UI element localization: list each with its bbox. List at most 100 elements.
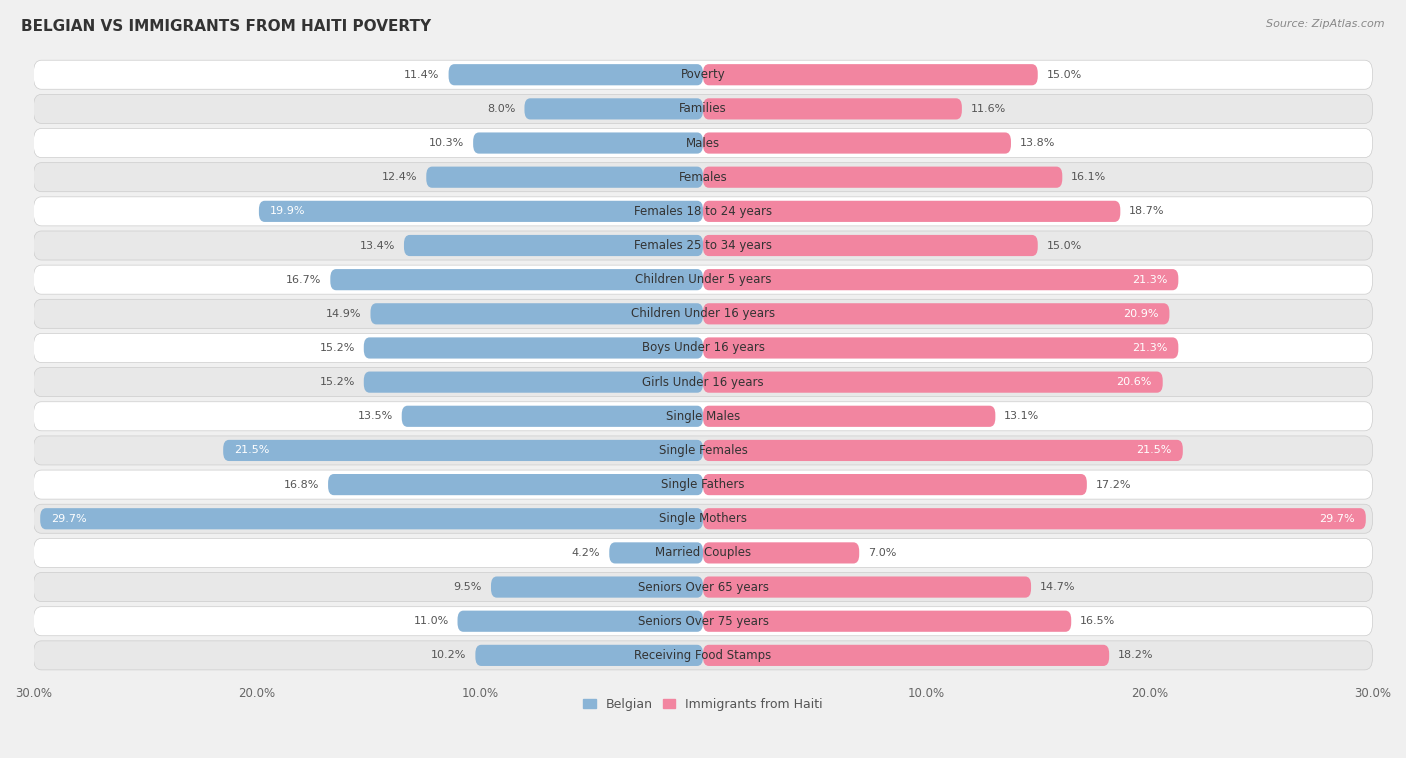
Text: 20.6%: 20.6%: [1116, 377, 1152, 387]
Text: Boys Under 16 years: Boys Under 16 years: [641, 341, 765, 355]
Text: 8.0%: 8.0%: [486, 104, 516, 114]
Text: Seniors Over 65 years: Seniors Over 65 years: [637, 581, 769, 594]
FancyBboxPatch shape: [34, 231, 1372, 260]
Text: Source: ZipAtlas.com: Source: ZipAtlas.com: [1267, 19, 1385, 29]
Text: 14.9%: 14.9%: [326, 309, 361, 319]
FancyBboxPatch shape: [703, 508, 1365, 529]
Text: 21.5%: 21.5%: [235, 446, 270, 456]
Text: 13.4%: 13.4%: [360, 240, 395, 250]
FancyBboxPatch shape: [259, 201, 703, 222]
Text: Married Couples: Married Couples: [655, 547, 751, 559]
Legend: Belgian, Immigrants from Haiti: Belgian, Immigrants from Haiti: [578, 693, 828, 716]
FancyBboxPatch shape: [34, 641, 1372, 670]
FancyBboxPatch shape: [34, 606, 1372, 636]
FancyBboxPatch shape: [703, 99, 962, 120]
Text: BELGIAN VS IMMIGRANTS FROM HAITI POVERTY: BELGIAN VS IMMIGRANTS FROM HAITI POVERTY: [21, 19, 432, 34]
Text: Single Males: Single Males: [666, 410, 740, 423]
FancyBboxPatch shape: [34, 504, 1372, 534]
FancyBboxPatch shape: [34, 368, 1372, 396]
FancyBboxPatch shape: [371, 303, 703, 324]
Text: Single Mothers: Single Mothers: [659, 512, 747, 525]
Text: 16.7%: 16.7%: [285, 274, 322, 285]
FancyBboxPatch shape: [703, 611, 1071, 632]
FancyBboxPatch shape: [34, 129, 1372, 158]
Text: Poverty: Poverty: [681, 68, 725, 81]
Text: 15.2%: 15.2%: [319, 343, 354, 353]
FancyBboxPatch shape: [34, 163, 1372, 192]
FancyBboxPatch shape: [703, 337, 1178, 359]
FancyBboxPatch shape: [364, 371, 703, 393]
Text: 18.2%: 18.2%: [1118, 650, 1153, 660]
Text: 10.2%: 10.2%: [432, 650, 467, 660]
FancyBboxPatch shape: [703, 542, 859, 563]
Text: 19.9%: 19.9%: [270, 206, 305, 216]
Text: 11.4%: 11.4%: [405, 70, 440, 80]
Text: Families: Families: [679, 102, 727, 115]
Text: 18.7%: 18.7%: [1129, 206, 1164, 216]
FancyBboxPatch shape: [703, 406, 995, 427]
FancyBboxPatch shape: [34, 197, 1372, 226]
Text: 12.4%: 12.4%: [382, 172, 418, 182]
FancyBboxPatch shape: [474, 133, 703, 154]
Text: 15.0%: 15.0%: [1046, 240, 1083, 250]
Text: 20.9%: 20.9%: [1123, 309, 1159, 319]
Text: 13.8%: 13.8%: [1019, 138, 1056, 148]
FancyBboxPatch shape: [703, 201, 1121, 222]
Text: 15.0%: 15.0%: [1046, 70, 1083, 80]
FancyBboxPatch shape: [703, 133, 1011, 154]
Text: Females: Females: [679, 171, 727, 183]
Text: 21.3%: 21.3%: [1132, 343, 1167, 353]
Text: 9.5%: 9.5%: [454, 582, 482, 592]
FancyBboxPatch shape: [34, 572, 1372, 602]
Text: 15.2%: 15.2%: [319, 377, 354, 387]
FancyBboxPatch shape: [524, 99, 703, 120]
Text: Girls Under 16 years: Girls Under 16 years: [643, 376, 763, 389]
FancyBboxPatch shape: [224, 440, 703, 461]
Text: 13.5%: 13.5%: [357, 412, 392, 421]
Text: Males: Males: [686, 136, 720, 149]
Text: Seniors Over 75 years: Seniors Over 75 years: [637, 615, 769, 628]
Text: 13.1%: 13.1%: [1004, 412, 1039, 421]
FancyBboxPatch shape: [364, 337, 703, 359]
FancyBboxPatch shape: [475, 645, 703, 666]
Text: 21.3%: 21.3%: [1132, 274, 1167, 285]
FancyBboxPatch shape: [703, 235, 1038, 256]
FancyBboxPatch shape: [328, 474, 703, 495]
FancyBboxPatch shape: [703, 440, 1182, 461]
FancyBboxPatch shape: [703, 64, 1038, 86]
FancyBboxPatch shape: [703, 645, 1109, 666]
Text: 29.7%: 29.7%: [1319, 514, 1354, 524]
FancyBboxPatch shape: [703, 269, 1178, 290]
FancyBboxPatch shape: [402, 406, 703, 427]
FancyBboxPatch shape: [34, 60, 1372, 89]
FancyBboxPatch shape: [330, 269, 703, 290]
Text: 21.5%: 21.5%: [1136, 446, 1171, 456]
FancyBboxPatch shape: [34, 436, 1372, 465]
FancyBboxPatch shape: [34, 265, 1372, 294]
FancyBboxPatch shape: [491, 577, 703, 597]
Text: Single Females: Single Females: [658, 444, 748, 457]
Text: 29.7%: 29.7%: [52, 514, 87, 524]
FancyBboxPatch shape: [426, 167, 703, 188]
FancyBboxPatch shape: [609, 542, 703, 563]
Text: 16.8%: 16.8%: [284, 480, 319, 490]
Text: 4.2%: 4.2%: [572, 548, 600, 558]
FancyBboxPatch shape: [34, 402, 1372, 431]
Text: 17.2%: 17.2%: [1095, 480, 1132, 490]
Text: Receiving Food Stamps: Receiving Food Stamps: [634, 649, 772, 662]
FancyBboxPatch shape: [404, 235, 703, 256]
Text: Females 25 to 34 years: Females 25 to 34 years: [634, 239, 772, 252]
Text: 11.0%: 11.0%: [413, 616, 449, 626]
Text: 16.1%: 16.1%: [1071, 172, 1107, 182]
FancyBboxPatch shape: [449, 64, 703, 86]
Text: 11.6%: 11.6%: [970, 104, 1007, 114]
FancyBboxPatch shape: [34, 299, 1372, 328]
FancyBboxPatch shape: [34, 94, 1372, 124]
FancyBboxPatch shape: [34, 334, 1372, 362]
Text: Single Fathers: Single Fathers: [661, 478, 745, 491]
Text: Children Under 16 years: Children Under 16 years: [631, 307, 775, 321]
FancyBboxPatch shape: [703, 371, 1163, 393]
FancyBboxPatch shape: [703, 474, 1087, 495]
FancyBboxPatch shape: [457, 611, 703, 632]
Text: 7.0%: 7.0%: [868, 548, 897, 558]
